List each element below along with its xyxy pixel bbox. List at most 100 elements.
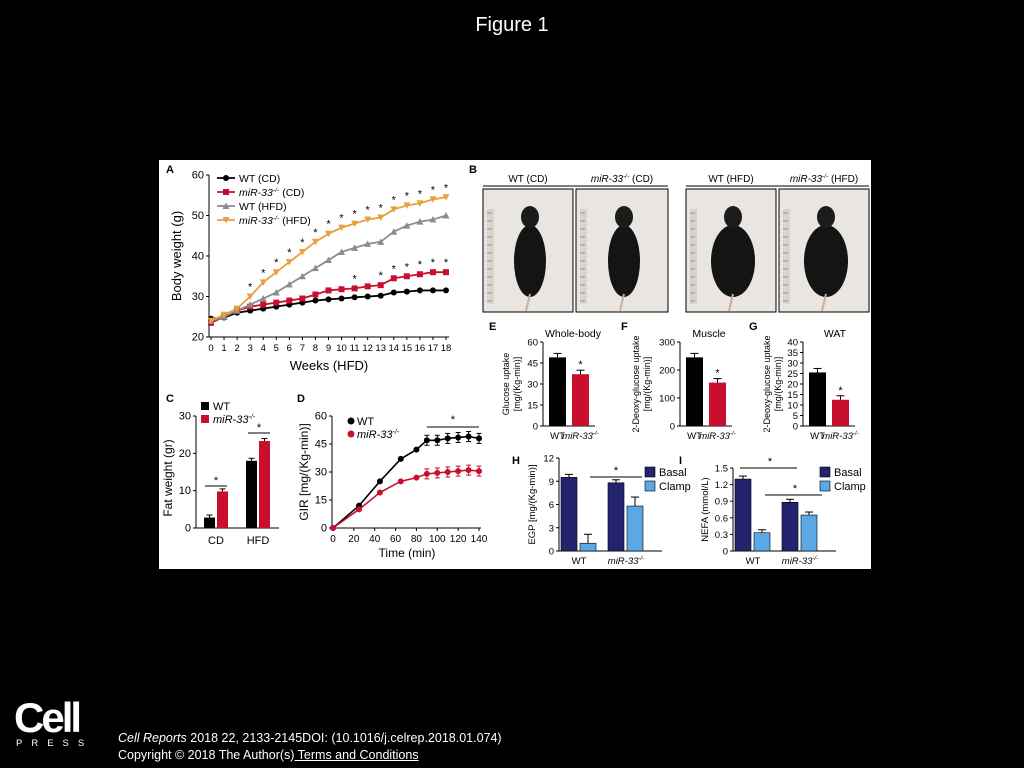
panel-h-y-tick-label: 12 xyxy=(543,454,554,465)
panel-d-series-line-1 xyxy=(332,469,480,529)
panel-c-bar-cd-0 xyxy=(204,517,215,528)
panel-a-data-point xyxy=(311,238,319,246)
panel-d-significance-star: * xyxy=(451,414,456,426)
panel-a-data-point xyxy=(272,288,280,296)
panel-i-y-tick-label: 0.6 xyxy=(715,513,728,524)
panel-c-y-label: Fat weight (gr) xyxy=(161,439,175,516)
panel-a-legend-marker xyxy=(223,189,229,195)
panel-b-ruler xyxy=(690,209,697,304)
panel-f-x-tick-label: miR-33-/- xyxy=(699,430,735,442)
panel-g-x-tick-label: WT xyxy=(810,431,825,442)
panel-a-x-tick-label: 13 xyxy=(375,343,386,354)
panel-a-data-point xyxy=(325,296,332,303)
panel-a-significance-star: * xyxy=(352,209,357,221)
panel-c-y-tick-label: 0 xyxy=(185,523,191,535)
panel-c-significance-star: * xyxy=(257,422,262,434)
panel-a-x-tick-label: 7 xyxy=(300,343,305,354)
panel-a-data-point xyxy=(351,244,359,251)
panel-b-photo-1 xyxy=(482,188,574,313)
panel-d-data-point xyxy=(465,433,472,440)
panel-d-data-point xyxy=(476,435,482,442)
panel-letter-f: F xyxy=(621,321,628,333)
panel-a-data-point xyxy=(246,301,254,308)
panel-i-significance-star: * xyxy=(793,483,798,495)
panel-a-data-point xyxy=(233,305,241,313)
panel-a-data-point xyxy=(259,279,267,286)
panel-a-significance-star: * xyxy=(418,259,423,271)
panel-g-y-tick-label: 20 xyxy=(787,380,798,391)
panel-a-data-point xyxy=(338,295,345,302)
panel-a-significance-star: * xyxy=(418,188,423,200)
panel-a-x-tick-label: 9 xyxy=(326,343,331,354)
panel-a-data-point xyxy=(443,287,449,294)
journal-name: Cell Reports xyxy=(118,731,187,745)
panel-c-legend-swatch-ko xyxy=(201,415,209,423)
panel-d-data-point xyxy=(476,468,482,475)
figure-panel: A B C D E F G H I 20 30 40 50 60 0 1 2 3 4 5 6 7 8 9 10 11 12 13 14 1… xyxy=(159,160,871,569)
panel-h-bar-1-1 xyxy=(626,505,644,552)
panel-d-legend-marker-ko xyxy=(347,430,355,438)
panel-d-x-tick-label: 140 xyxy=(471,534,488,545)
panel-a-significance-star: * xyxy=(352,273,357,285)
panel-b-mouse-body xyxy=(608,225,640,297)
panel-i-y-tick-label: 0.3 xyxy=(715,530,728,541)
panel-e-significance-star: * xyxy=(578,359,583,371)
panel-c-x-tick-label: CD xyxy=(208,535,224,547)
panel-i-y-tick-label: 0.9 xyxy=(715,497,728,508)
panel-a-x-tick-label: 18 xyxy=(441,343,452,354)
cell-logo-word: Cell xyxy=(14,694,82,741)
panel-a-x-tick-label: 1 xyxy=(221,343,226,354)
panel-d-data-point xyxy=(465,467,472,474)
panel-d-legend-marker-wt xyxy=(347,417,355,425)
panel-b-ruler xyxy=(487,209,494,304)
panel-e-x-tick-label: miR-33-/- xyxy=(562,430,598,442)
panel-d-data-point xyxy=(397,455,404,462)
panel-a-data-point xyxy=(207,317,215,325)
panel-f-y-tick-label: 300 xyxy=(659,338,675,349)
panel-b-photo-3 xyxy=(685,188,777,313)
panel-g-title: WAT xyxy=(824,328,847,340)
terms-and-conditions-link[interactable]: Terms and Conditions xyxy=(294,748,419,762)
panel-i-legend-label: Basal xyxy=(834,467,862,479)
panel-h-x-tick-label: miR-33-/- xyxy=(608,555,644,567)
panel-b-mouse-body xyxy=(711,225,755,297)
panel-h-legend-swatch-1 xyxy=(644,480,656,492)
panel-a-x-tick-label: 14 xyxy=(388,343,399,354)
panel-a-data-point xyxy=(403,222,411,229)
panel-a-data-point xyxy=(272,269,280,276)
panel-b-mouse-tail xyxy=(619,293,625,312)
panel-a-x-tick-label: 10 xyxy=(336,343,347,354)
panel-g-y-label-line2: [mg/(Kg-min)] xyxy=(773,357,783,412)
panel-a-significance-star: * xyxy=(261,267,266,279)
panel-d-data-point xyxy=(444,469,451,475)
panel-d-data-point xyxy=(444,435,451,442)
panel-c-y-tick-label: 10 xyxy=(179,485,191,497)
panel-d-data-point xyxy=(423,470,430,477)
slide-footer: Cell Reports 2018 22, 2133-2145DOI: (10.… xyxy=(118,730,502,764)
panel-b-photo-label: WT (CD) xyxy=(508,174,547,185)
panel-c-bar-hfd-0 xyxy=(246,460,257,528)
panel-a-x-tick-label: 6 xyxy=(287,343,292,354)
panel-a-significance-star: * xyxy=(379,270,384,282)
panel-a-data-point xyxy=(246,293,254,300)
panel-e-y-label-line2: [mg/(Kg-min)] xyxy=(512,357,522,412)
panel-h-significance-star: * xyxy=(614,465,619,477)
panel-a-legend-label: WT (HFD) xyxy=(239,201,287,213)
panel-d-data-point xyxy=(397,478,404,485)
panel-a-data-point xyxy=(351,285,358,292)
panel-letter-i: I xyxy=(679,455,682,467)
panel-i-x-tick-label: WT xyxy=(746,556,761,567)
panel-a-significance-star: * xyxy=(392,194,397,206)
panel-a-series-line-0 xyxy=(210,289,446,320)
panel-a-data-point xyxy=(298,272,306,280)
panel-c-y-tick-label: 30 xyxy=(179,411,191,423)
panel-a-y-tick-label: 20 xyxy=(192,332,204,344)
panel-b-mouse-tail xyxy=(525,293,531,312)
panel-a-significance-star: * xyxy=(392,263,397,275)
panel-letter-b: B xyxy=(469,164,477,176)
panel-b-mouse-head xyxy=(615,206,633,228)
panel-i-bar-0-0 xyxy=(734,478,752,552)
panel-h-bar-0-1 xyxy=(579,542,597,552)
panel-h-legend-label: Clamp xyxy=(659,481,691,493)
panel-a-data-point xyxy=(403,273,410,280)
